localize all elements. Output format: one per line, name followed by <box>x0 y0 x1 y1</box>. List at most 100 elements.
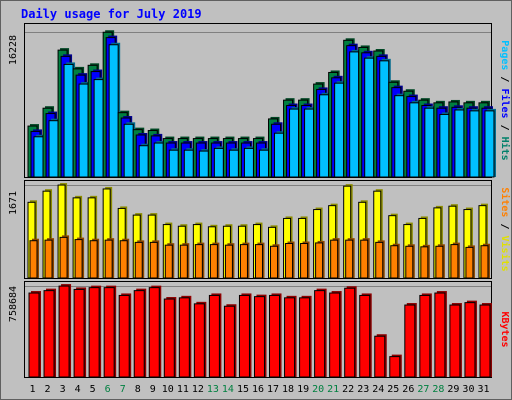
bar-sites-6 <box>104 239 113 279</box>
bar-kbytes-28 <box>434 292 446 378</box>
day-label-28: 28 <box>432 384 444 395</box>
day-label-12: 12 <box>192 384 204 395</box>
bar-sites-30 <box>465 246 474 279</box>
bar-kbytes-12 <box>193 303 205 378</box>
bar-sites-23 <box>360 239 369 279</box>
day-label-27: 27 <box>417 384 429 395</box>
bar-kbytes-29 <box>449 304 461 378</box>
bar-sites-16 <box>254 244 263 279</box>
bar-kbytes-26 <box>404 304 416 378</box>
bar-pages-26 <box>409 102 420 178</box>
bar-kbytes-17 <box>269 294 281 378</box>
max-label-kbytes: 758684 <box>8 286 19 322</box>
day-label-2: 2 <box>45 384 51 395</box>
bar-sites-18 <box>285 242 294 279</box>
bar-sites-5 <box>89 240 98 279</box>
bar-pages-19 <box>304 108 315 178</box>
bar-kbytes-10 <box>163 298 175 378</box>
bar-sites-27 <box>420 246 429 279</box>
bar-sites-2 <box>44 239 53 279</box>
side-legend-part-1: / <box>499 70 510 88</box>
day-label-7: 7 <box>120 384 126 395</box>
bar-pages-27 <box>424 107 435 178</box>
day-label-22: 22 <box>342 384 354 395</box>
bar-kbytes-30 <box>464 302 476 378</box>
bar-pages-9 <box>153 142 164 178</box>
bar-sites-20 <box>315 242 324 279</box>
bar-pages-3 <box>63 63 74 178</box>
bar-kbytes-4 <box>73 288 85 378</box>
day-label-10: 10 <box>162 384 174 395</box>
bar-pages-12 <box>198 150 209 178</box>
bar-kbytes-8 <box>133 290 145 378</box>
side-legend-part-2: Visits <box>499 236 511 272</box>
bar-sites-28 <box>435 245 444 279</box>
bar-sites-9 <box>149 241 158 279</box>
day-label-18: 18 <box>282 384 294 395</box>
bar-sites-24 <box>375 241 384 279</box>
bar-pages-18 <box>289 108 300 178</box>
day-label-20: 20 <box>312 384 324 395</box>
day-label-19: 19 <box>297 384 309 395</box>
bar-pages-11 <box>183 149 194 178</box>
bar-sites-26 <box>405 245 414 279</box>
day-label-23: 23 <box>357 384 369 395</box>
bar-pages-16 <box>258 149 269 178</box>
bar-pages-23 <box>364 57 375 178</box>
bar-sites-15 <box>239 244 248 279</box>
bar-pages-6 <box>108 44 119 178</box>
bar-pages-2 <box>48 120 59 178</box>
side-legend-hits-files-pages: Pages / Files / Hits <box>499 40 511 160</box>
bar-sites-25 <box>390 245 399 279</box>
bar-kbytes-18 <box>284 297 296 378</box>
bar-pages-21 <box>334 82 345 178</box>
side-legend-part-2: Files <box>499 88 511 118</box>
day-label-5: 5 <box>90 384 96 395</box>
max-label-visits-sites: 1671 <box>8 191 19 215</box>
bar-kbytes-22 <box>344 287 356 378</box>
day-label-9: 9 <box>150 384 156 395</box>
bar-kbytes-7 <box>118 294 130 378</box>
bar-kbytes-19 <box>299 297 311 378</box>
day-label-13: 13 <box>207 384 219 395</box>
bar-kbytes-9 <box>148 287 160 378</box>
bar-pages-28 <box>439 113 450 178</box>
side-legend-visits-sites: Sites / Visits <box>499 187 511 271</box>
day-label-16: 16 <box>252 384 264 395</box>
bar-kbytes-27 <box>419 294 431 378</box>
day-label-25: 25 <box>387 384 399 395</box>
day-label-17: 17 <box>267 384 279 395</box>
day-label-15: 15 <box>237 384 249 395</box>
bar-sites-1 <box>29 240 38 279</box>
side-legend-part-0: Pages <box>499 40 510 70</box>
side-legend-part-1: / <box>499 217 510 235</box>
side-legend-kbytes: KBytes <box>499 311 510 347</box>
bar-pages-25 <box>394 95 405 178</box>
bar-kbytes-25 <box>389 356 401 378</box>
side-legend-part-0: Sites <box>499 187 511 217</box>
bar-sites-4 <box>74 239 83 279</box>
bar-kbytes-1 <box>28 292 40 378</box>
day-label-1: 1 <box>30 384 36 395</box>
day-label-3: 3 <box>60 384 66 395</box>
bar-kbytes-2 <box>43 290 55 378</box>
bar-pages-10 <box>168 149 179 178</box>
bar-pages-13 <box>213 147 224 178</box>
day-label-30: 30 <box>462 384 474 395</box>
bar-sites-19 <box>300 242 309 279</box>
bar-sites-29 <box>450 244 459 279</box>
bar-sites-21 <box>330 239 339 279</box>
bar-pages-8 <box>138 145 149 178</box>
side-legend-part-0: KBytes <box>499 311 510 347</box>
bar-pages-24 <box>379 60 390 178</box>
bar-sites-22 <box>345 239 354 279</box>
bar-kbytes-5 <box>88 287 100 378</box>
bar-kbytes-20 <box>314 290 326 378</box>
bar-pages-17 <box>274 132 285 178</box>
day-label-11: 11 <box>177 384 189 395</box>
bar-kbytes-6 <box>103 287 115 378</box>
panel-border-hits-files-pages <box>24 23 492 178</box>
bar-pages-31 <box>484 110 495 178</box>
bar-sites-31 <box>480 245 489 279</box>
side-legend-part-3: / <box>499 119 510 137</box>
